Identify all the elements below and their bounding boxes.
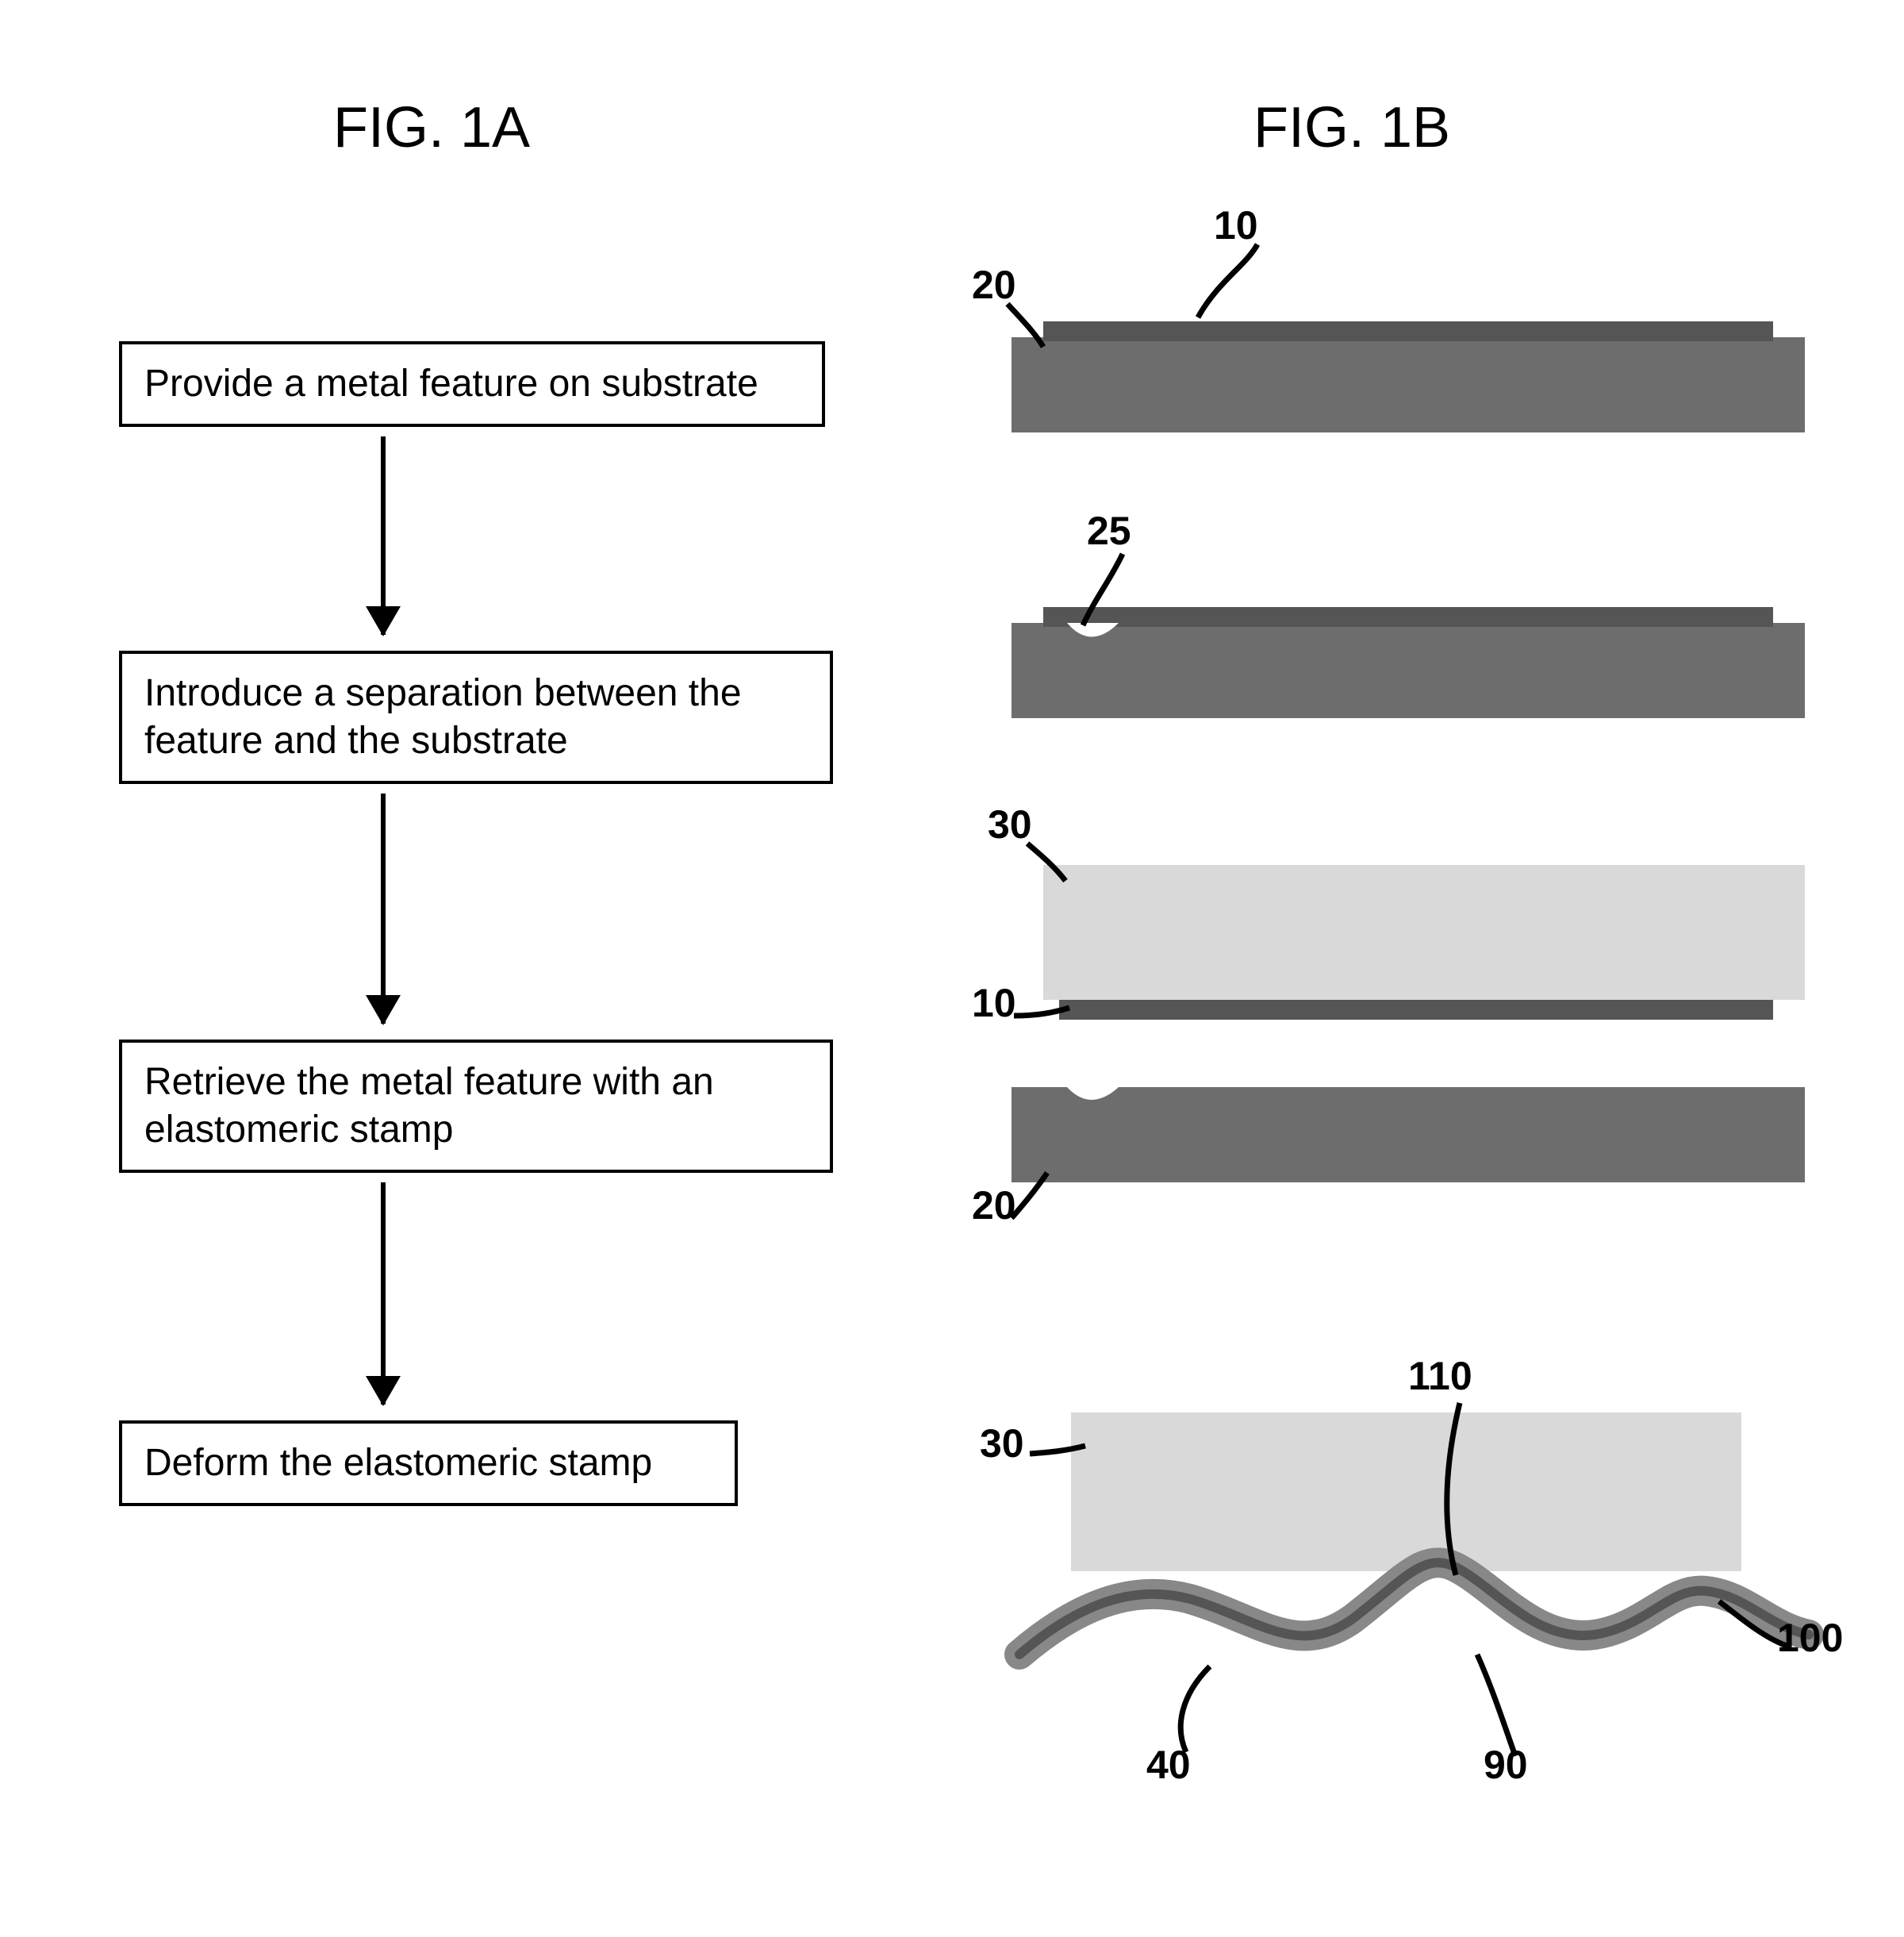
panel-3-substrate bbox=[1012, 1087, 1805, 1198]
leader-30-b bbox=[1023, 1436, 1095, 1484]
leader-40 bbox=[1150, 1658, 1246, 1762]
panel-4 bbox=[1012, 1412, 1821, 1746]
flow-step-3: Retrieve the metal feature with an elast… bbox=[119, 1040, 833, 1173]
flow-step-3-text: Retrieve the metal feature with an elast… bbox=[144, 1061, 714, 1151]
leader-20-b bbox=[1004, 1166, 1067, 1230]
leader-90 bbox=[1468, 1647, 1555, 1766]
panel-1 bbox=[1012, 298, 1805, 456]
panel-3-stamp bbox=[1012, 865, 1805, 1047]
flow-arrow-1 bbox=[381, 436, 386, 635]
leader-20-a bbox=[1000, 298, 1063, 361]
flow-step-4-text: Deform the elastomeric stamp bbox=[144, 1442, 652, 1484]
flow-arrow-3 bbox=[381, 1182, 386, 1405]
page: FIG. 1A FIG. 1B Provide a metal feature … bbox=[0, 0, 1904, 1937]
leader-100 bbox=[1710, 1595, 1805, 1666]
flow-arrow-2 bbox=[381, 794, 386, 1024]
leader-10-a bbox=[1190, 238, 1301, 333]
flow-step-1-text: Provide a metal feature on substrate bbox=[144, 363, 758, 405]
ref-30-b: 30 bbox=[980, 1420, 1024, 1466]
leader-10-b bbox=[1008, 996, 1079, 1043]
ref-110: 110 bbox=[1408, 1353, 1472, 1399]
leader-30-a bbox=[1019, 837, 1083, 893]
flow-step-2-text: Introduce a separation between the featu… bbox=[144, 672, 742, 762]
leader-110 bbox=[1420, 1397, 1491, 1587]
flow-step-1: Provide a metal feature on substrate bbox=[119, 341, 825, 427]
flow-step-2: Introduce a separation between the featu… bbox=[119, 651, 833, 784]
title-fig1b: FIG. 1B bbox=[1253, 95, 1450, 160]
flow-step-4: Deform the elastomeric stamp bbox=[119, 1420, 738, 1506]
title-fig1a: FIG. 1A bbox=[333, 95, 530, 160]
leader-25 bbox=[1075, 548, 1146, 635]
